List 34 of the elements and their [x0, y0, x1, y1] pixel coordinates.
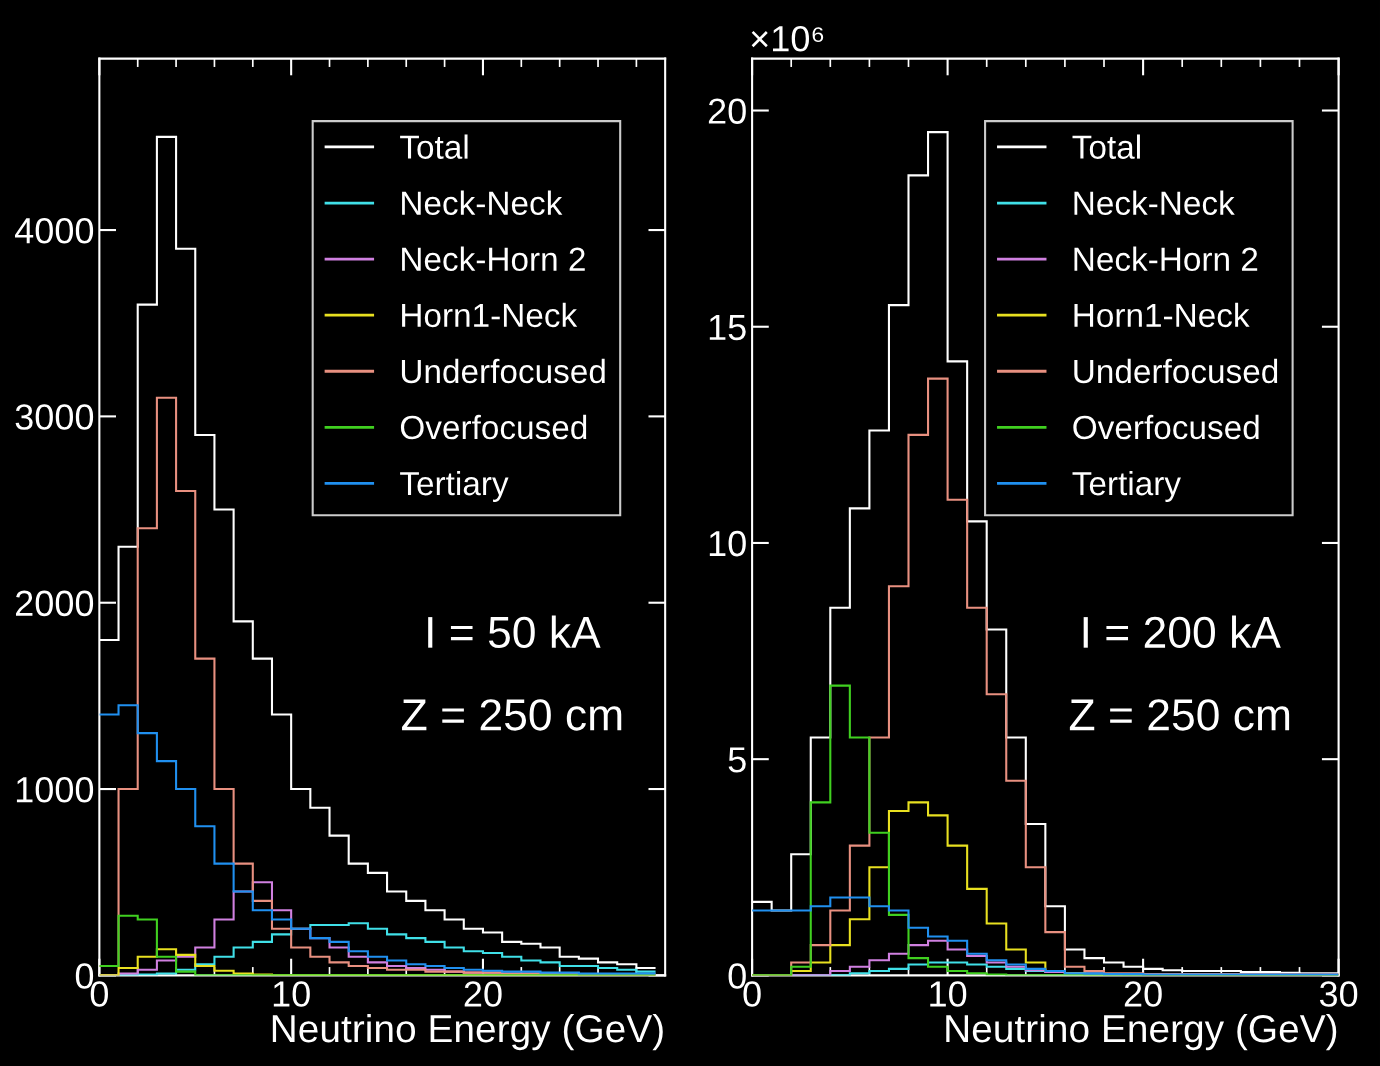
y-tick-label: 3000 — [15, 404, 94, 430]
legend-label: Total — [1072, 134, 1140, 159]
legend-label: Underfocused — [1074, 358, 1278, 384]
x-tick-label: 10 — [273, 981, 310, 1007]
annotation: I = 200 kA — [1083, 615, 1281, 649]
legend-label: Neck-Horn 2 — [1074, 246, 1258, 272]
legend-label: Total — [400, 134, 468, 159]
legend-label: Overfocused — [400, 414, 587, 440]
x-tick-label: 20 — [1124, 981, 1162, 1007]
legend-label: Tertiary — [1072, 470, 1181, 502]
legend-label: Overfocused — [1073, 414, 1259, 440]
annotation: Z = 250 cm — [1069, 699, 1290, 731]
y-tick-label: 20 — [708, 98, 746, 124]
y-tick-label: 4000 — [15, 217, 94, 244]
y-tick-label: 10 — [709, 530, 746, 557]
legend-label: Underfocused — [401, 358, 605, 384]
y-tick-label: 1000 — [16, 776, 94, 803]
legend-label: Horn1-Neck — [402, 302, 578, 328]
annotation: I = 50 kA — [428, 615, 601, 649]
x-axis-title: Neutrino Energy (GeV) — [946, 1013, 1337, 1051]
y-tick-label: 15 — [709, 314, 746, 341]
y-tick-label: 2000 — [15, 590, 94, 617]
legend-label: Neck-Neck — [402, 190, 563, 216]
x-tick-label: 30 — [1319, 981, 1358, 1007]
legend-label: Horn1-Neck — [1074, 302, 1250, 328]
x-tick-label: 10 — [930, 981, 967, 1007]
x-axis-title: Neutrino Energy (GeV) — [272, 1013, 663, 1051]
legend-label: Neck-Neck — [1074, 190, 1235, 216]
x-tick-label: 20 — [464, 981, 502, 1007]
y-axis-title: ×10⁶ — [751, 25, 824, 52]
legend-label: Neck-Horn 2 — [402, 246, 585, 272]
y-tick-label: 5 — [728, 747, 746, 773]
annotation: Z = 250 cm — [402, 699, 622, 731]
legend-label: Tertiary — [400, 470, 509, 502]
